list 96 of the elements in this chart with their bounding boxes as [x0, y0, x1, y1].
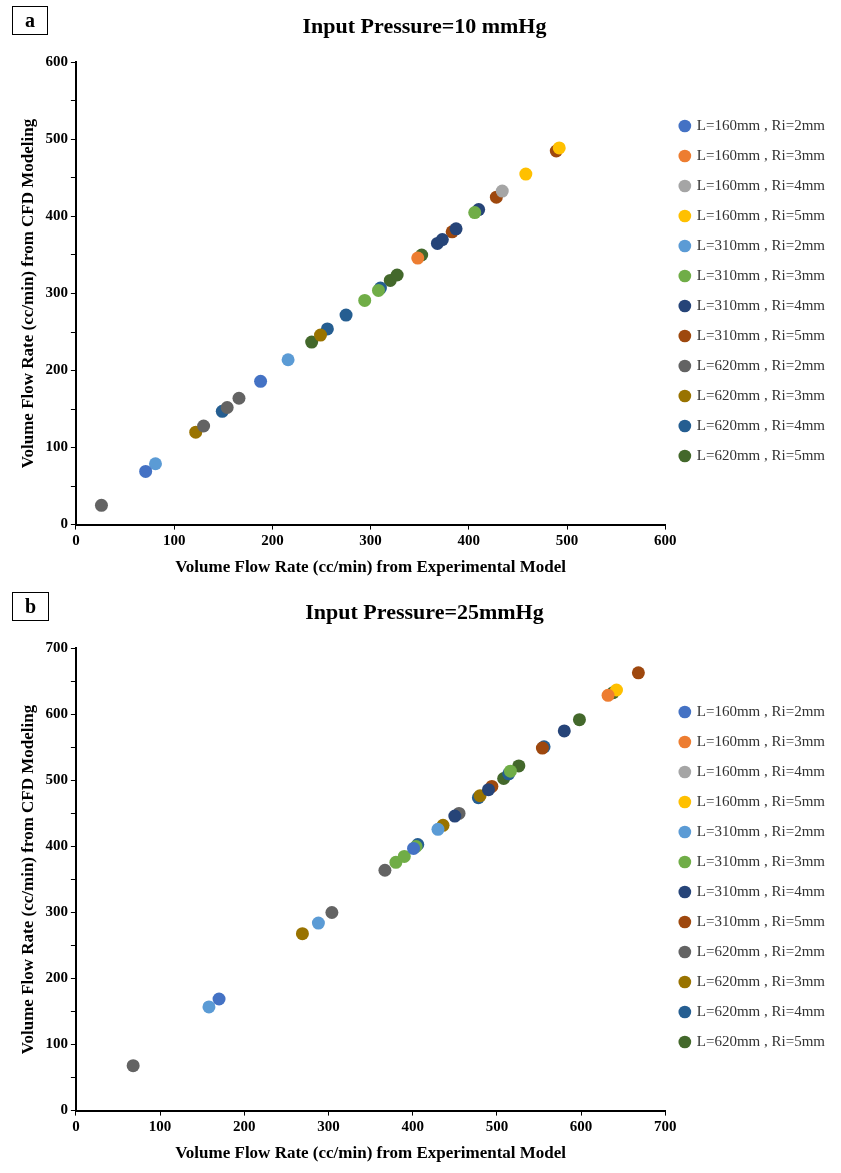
legend-label: L=310mm , Ri=5mm	[696, 912, 826, 929]
legend-label: L=620mm , Ri=5mm	[696, 1032, 826, 1049]
x-tick-label: 300	[317, 1118, 340, 1135]
legend-label: L=620mm , Ri=4mm	[696, 416, 826, 433]
chart-title: Input Pressure=25mmHg	[305, 598, 544, 624]
x-tick-label: 400	[401, 1118, 424, 1135]
legend-label: L=620mm , Ri=5mm	[696, 446, 826, 463]
point	[295, 927, 309, 941]
point	[220, 401, 234, 415]
x-tick-label: 200	[261, 532, 284, 549]
x-axis-title: Volume Flow Rate (cc/min) from Experimental Model	[175, 1143, 567, 1163]
x-tick-label: 0	[72, 532, 80, 549]
point	[305, 335, 319, 349]
point	[468, 206, 482, 220]
point	[126, 1059, 140, 1073]
y-tick-label: 300	[45, 284, 68, 301]
point	[314, 328, 328, 342]
legend-label: L=620mm , Ri=2mm	[696, 942, 826, 959]
y-tick-label: 400	[45, 837, 68, 854]
legend-label: L=160mm , Ri=2mm	[696, 702, 826, 719]
x-tick-label: 500	[555, 532, 579, 549]
y-tick-label: 0	[60, 1101, 68, 1118]
x-tick-label: 400	[457, 532, 481, 549]
point	[631, 666, 645, 680]
y-tick-label: 600	[45, 53, 68, 70]
x-tick-label: 100	[148, 1118, 172, 1135]
legend-label: L=620mm , Ri=2mm	[696, 356, 826, 373]
point	[254, 374, 268, 388]
point	[519, 167, 533, 181]
point	[435, 233, 449, 247]
text: b	[12, 592, 50, 621]
legend-label: L=620mm , Ri=3mm	[696, 972, 826, 989]
y-tick-label: 100	[45, 438, 68, 455]
y-tick-label: 300	[45, 903, 68, 920]
point	[232, 391, 246, 405]
point	[482, 783, 495, 797]
point	[311, 916, 325, 930]
y-tick-label: 400	[45, 207, 68, 224]
point	[139, 464, 153, 478]
y-tick-label: 200	[45, 969, 68, 986]
point	[397, 849, 411, 863]
y-tick-label: 200	[45, 361, 68, 378]
legend-label: L=310mm , Ri=3mm	[696, 266, 826, 283]
legend-label: L=160mm , Ri=5mm	[696, 792, 826, 809]
point	[601, 688, 615, 702]
legend-label: L=620mm , Ri=3mm	[696, 386, 826, 403]
legend-label: L=160mm , Ri=5mm	[696, 206, 826, 223]
point	[94, 498, 108, 512]
point	[148, 457, 162, 471]
point	[378, 863, 392, 877]
x-tick-label: 600	[569, 1118, 593, 1135]
point	[390, 268, 404, 282]
legend-label: L=160mm , Ri=4mm	[696, 176, 826, 193]
x-tick-label: 700	[654, 1118, 677, 1135]
point	[325, 906, 339, 920]
legend-label: L=310mm , Ri=4mm	[696, 882, 826, 899]
x-tick-label: 200	[233, 1118, 256, 1135]
x-tick-label: 100	[162, 532, 186, 549]
legend-label: L=160mm , Ri=2mm	[696, 116, 826, 133]
legend-label: L=620mm , Ri=4mm	[696, 1002, 826, 1019]
point	[202, 1000, 216, 1014]
point	[572, 713, 586, 727]
point	[281, 353, 295, 367]
x-tick-label: 0	[72, 1118, 80, 1135]
chart-title: Input Pressure=10 mmHg	[302, 12, 547, 38]
x-axis-title: Volume Flow Rate (cc/min) from Experimental Model	[175, 557, 567, 577]
legend-label: L=310mm , Ri=5mm	[696, 326, 826, 343]
y-tick-label: 500	[45, 771, 68, 788]
point	[339, 308, 353, 322]
y-tick-label: 500	[45, 130, 68, 147]
legend-label: L=310mm , Ri=2mm	[696, 236, 826, 253]
x-tick-label: 500	[485, 1118, 509, 1135]
legend-label: L=160mm , Ri=3mm	[696, 146, 826, 163]
point	[449, 222, 463, 236]
point	[557, 724, 571, 738]
point	[212, 992, 226, 1006]
point	[411, 251, 425, 265]
legend-label: L=160mm , Ri=3mm	[696, 732, 826, 749]
legend-label: L=160mm , Ri=4mm	[696, 762, 826, 779]
legend-label: L=310mm , Ri=3mm	[696, 852, 826, 869]
y-axis-title: Volume Flow Rate (cc/min) from CFD Modeling	[17, 118, 37, 469]
point	[431, 822, 445, 836]
point	[197, 419, 211, 433]
x-tick-label: 300	[359, 532, 382, 549]
x-tick-label: 600	[654, 532, 677, 549]
y-tick-label: 100	[45, 1035, 68, 1052]
legend-label: L=310mm , Ri=4mm	[696, 296, 826, 313]
y-axis-title: Volume Flow Rate (cc/min) from CFD Modeling	[17, 704, 37, 1055]
point	[358, 293, 372, 307]
y-tick-label: 0	[60, 515, 68, 532]
point	[448, 809, 462, 823]
legend-label: L=310mm , Ri=2mm	[696, 822, 826, 839]
y-tick-label: 700	[45, 639, 68, 656]
y-tick-label: 600	[45, 705, 68, 722]
point	[495, 184, 509, 198]
text: a	[12, 6, 48, 35]
